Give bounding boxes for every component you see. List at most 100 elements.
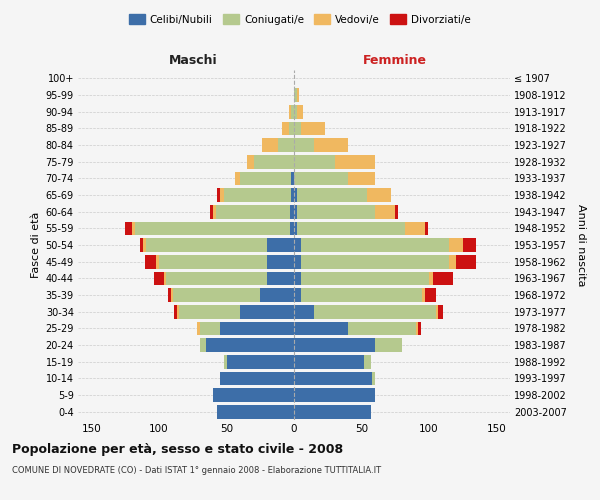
Bar: [294, 388, 375, 402]
Bar: [294, 222, 296, 235]
Bar: [156, 255, 159, 268]
Bar: [132, 222, 134, 235]
Bar: [425, 288, 436, 302]
Bar: [169, 288, 171, 302]
Bar: [294, 255, 301, 268]
Bar: [292, 188, 294, 202]
Bar: [216, 205, 290, 218]
Bar: [143, 238, 145, 252]
Bar: [301, 238, 449, 252]
Bar: [235, 172, 240, 185]
Bar: [294, 355, 364, 368]
Bar: [314, 138, 348, 152]
Bar: [296, 188, 367, 202]
Bar: [140, 238, 143, 252]
Bar: [294, 338, 375, 352]
Bar: [174, 305, 176, 318]
Bar: [296, 105, 304, 118]
Legend: Celibi/Nubili, Coniugati/e, Vedovi/e, Divorziati/e: Celibi/Nubili, Coniugati/e, Vedovi/e, Di…: [125, 10, 475, 29]
Bar: [199, 322, 220, 335]
Bar: [292, 172, 294, 185]
Bar: [367, 188, 391, 202]
Y-axis label: Anni di nascita: Anni di nascita: [577, 204, 586, 286]
Bar: [290, 205, 294, 218]
Bar: [296, 205, 375, 218]
Bar: [173, 288, 260, 302]
Bar: [449, 238, 463, 252]
Bar: [433, 272, 454, 285]
Bar: [364, 355, 371, 368]
Text: Maschi: Maschi: [169, 54, 217, 66]
Bar: [145, 255, 156, 268]
Bar: [294, 288, 301, 302]
Bar: [375, 338, 402, 352]
Bar: [294, 322, 348, 335]
Bar: [125, 222, 132, 235]
Bar: [294, 188, 296, 202]
Bar: [395, 205, 398, 218]
Bar: [294, 138, 314, 152]
Bar: [217, 188, 220, 202]
Bar: [240, 172, 292, 185]
Bar: [267, 238, 294, 252]
Bar: [415, 322, 418, 335]
Bar: [294, 272, 301, 285]
Bar: [405, 222, 425, 235]
Bar: [159, 255, 267, 268]
Bar: [197, 322, 199, 335]
Bar: [425, 222, 428, 235]
Text: COMUNE DI NOVEDRATE (CO) - Dati ISTAT 1° gennaio 2008 - Elaborazione TUTTITALIA.: COMUNE DI NOVEDRATE (CO) - Dati ISTAT 1°…: [12, 466, 381, 475]
Bar: [217, 405, 294, 418]
Bar: [179, 305, 240, 318]
Bar: [220, 372, 294, 385]
Bar: [220, 322, 294, 335]
Bar: [348, 172, 375, 185]
Bar: [254, 155, 294, 168]
Bar: [166, 272, 267, 285]
Bar: [260, 288, 294, 302]
Bar: [294, 172, 348, 185]
Bar: [176, 305, 179, 318]
Bar: [220, 188, 224, 202]
Bar: [282, 122, 289, 135]
Bar: [213, 205, 216, 218]
Bar: [134, 222, 290, 235]
Bar: [145, 238, 267, 252]
Bar: [314, 305, 436, 318]
Bar: [301, 122, 325, 135]
Bar: [294, 122, 301, 135]
Bar: [224, 355, 227, 368]
Bar: [296, 88, 299, 102]
Bar: [439, 305, 443, 318]
Bar: [301, 288, 422, 302]
Bar: [294, 155, 335, 168]
Bar: [418, 322, 421, 335]
Bar: [335, 155, 375, 168]
Bar: [449, 255, 456, 268]
Bar: [289, 105, 292, 118]
Bar: [294, 105, 296, 118]
Bar: [154, 272, 164, 285]
Text: Popolazione per età, sesso e stato civile - 2008: Popolazione per età, sesso e stato civil…: [12, 442, 343, 456]
Bar: [294, 405, 371, 418]
Bar: [289, 122, 294, 135]
Bar: [267, 255, 294, 268]
Bar: [294, 372, 372, 385]
Bar: [436, 305, 439, 318]
Bar: [262, 138, 278, 152]
Bar: [267, 272, 294, 285]
Bar: [372, 372, 375, 385]
Bar: [375, 205, 395, 218]
Bar: [294, 88, 296, 102]
Bar: [422, 288, 425, 302]
Bar: [213, 388, 294, 402]
Bar: [456, 255, 476, 268]
Bar: [206, 338, 294, 352]
Bar: [294, 305, 314, 318]
Bar: [278, 138, 294, 152]
Bar: [224, 188, 292, 202]
Bar: [199, 338, 206, 352]
Bar: [247, 155, 254, 168]
Bar: [301, 255, 449, 268]
Bar: [294, 205, 296, 218]
